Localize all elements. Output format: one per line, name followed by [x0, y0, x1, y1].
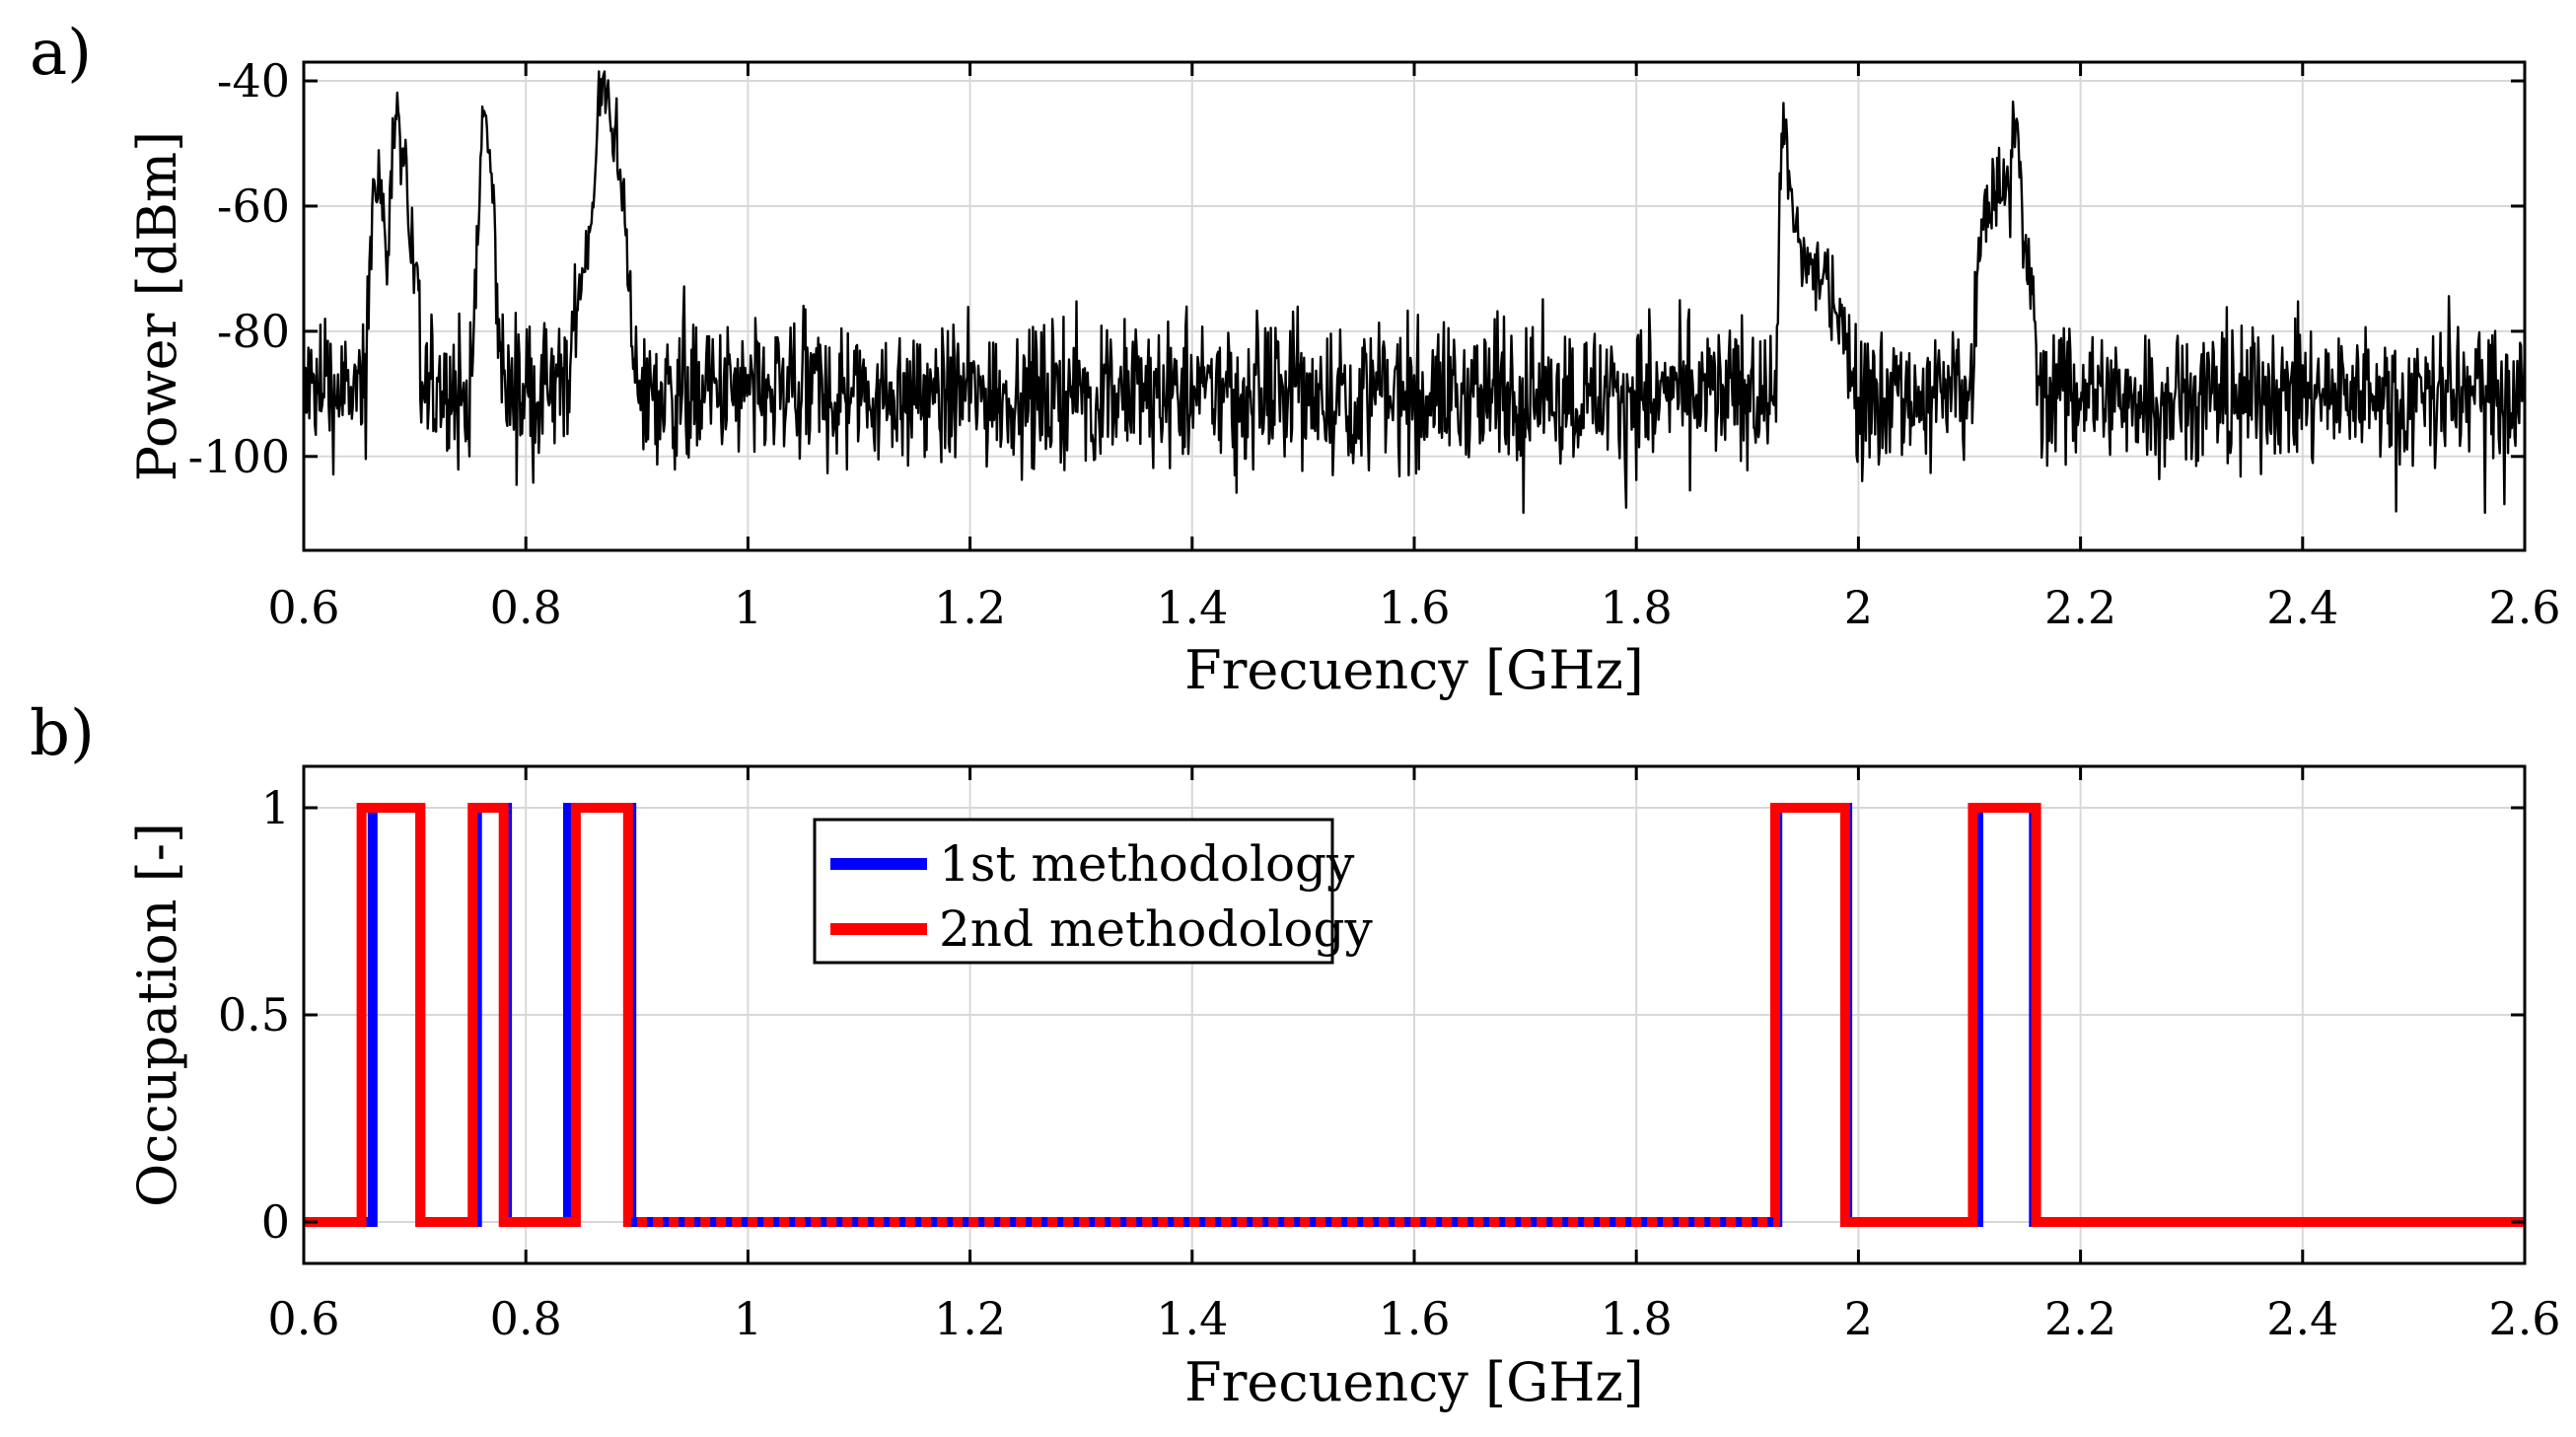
panel-b-xtick-label: 2 [1844, 1292, 1873, 1345]
legend-label-2nd-methodology: 2nd methodology [939, 900, 1374, 958]
legend: 1st methodology 2nd methodology [813, 818, 1374, 965]
panel-a-spectrum: a) 0.6 0.8 1 1.2 1.4 1.6 1.8 2 2.2 2.4 2.6 -40 -60 -8… [30, 17, 2561, 701]
panel-b-xtick-label: 1.4 [1156, 1292, 1228, 1345]
panel-b-ytick-label: 0 [261, 1195, 290, 1249]
panel-a-xtick-label: 1.8 [1601, 581, 1673, 634]
power-spectrum-line [302, 70, 2527, 515]
panel-b-xtick-label: 1.6 [1378, 1292, 1450, 1345]
panel-a-xtick-label: 2 [1844, 581, 1873, 634]
panel-b-xtick-label: 0.8 [490, 1292, 562, 1345]
panel-b-ytick-label: 1 [261, 781, 290, 834]
occupation-line-2nd-methodology [304, 803, 2525, 1227]
panel-b-label: b) [30, 697, 95, 770]
legend-box [813, 818, 1334, 965]
panel-a-xtick-label: 1.2 [934, 581, 1006, 634]
panel-a-ytick-label: -60 [217, 180, 290, 233]
panel-a-xtick-label: 0.8 [490, 581, 562, 634]
panel-a-xtick-label: 1.4 [1156, 581, 1228, 634]
panel-a-trace [302, 70, 2527, 515]
panel-b-xtick-label: 2.2 [2044, 1292, 2116, 1345]
legend-label-1st-methodology: 1st methodology [939, 835, 1355, 893]
panel-b-ytick-label: 0.5 [218, 988, 290, 1042]
panel-a-xtick-label: 1 [734, 581, 762, 634]
panel-a-xtick-label: 1.6 [1378, 581, 1450, 634]
panel-b-ylabel: Occupation [-] [126, 823, 188, 1207]
panel-a-ylabel: Power [dBm] [126, 131, 188, 481]
panel-a-xtick-label: 2.4 [2266, 581, 2338, 634]
panel-a-label: a) [30, 17, 92, 90]
panel-b-grid [303, 766, 2526, 1263]
panel-a-xtick-label: 2.2 [2044, 581, 2116, 634]
panel-a-ytick-label: -80 [217, 305, 290, 358]
panel-b-xtick-label: 2.6 [2488, 1292, 2560, 1345]
panel-a-xtick-label: 0.6 [267, 581, 339, 634]
panel-b-occupation: b) 0.6 0.8 1 1.2 1.4 1.6 1.8 2 2.2 2.4 2.6 1 0.5 0 Fr… [30, 697, 2561, 1413]
panel-a-xlabel: Frecuency [GHz] [1184, 639, 1644, 701]
panel-b-traces [304, 803, 2525, 1227]
panel-b-xtick-label: 1.2 [934, 1292, 1006, 1345]
panel-b-xtick-label: 1 [734, 1292, 762, 1345]
panel-a-xtick-label: 2.6 [2488, 581, 2560, 634]
panel-a-grid [303, 62, 2526, 550]
panel-b-xtick-label: 0.6 [267, 1292, 339, 1345]
panel-b-xlabel: Frecuency [GHz] [1184, 1351, 1644, 1413]
panel-b-ticks: 0.6 0.8 1 1.2 1.4 1.6 1.8 2 2.2 2.4 2.6 1 0.5 0 [218, 766, 2561, 1345]
panel-b-xtick-label: 1.8 [1601, 1292, 1673, 1345]
panel-a-ytick-label: -100 [188, 430, 290, 483]
panel-a-ticks: 0.6 0.8 1 1.2 1.4 1.6 1.8 2 2.2 2.4 2.6 -40 -60 -80 -1… [188, 54, 2561, 634]
panel-b-xtick-label: 2.4 [2266, 1292, 2338, 1345]
panel-a-ytick-label: -40 [217, 54, 290, 108]
